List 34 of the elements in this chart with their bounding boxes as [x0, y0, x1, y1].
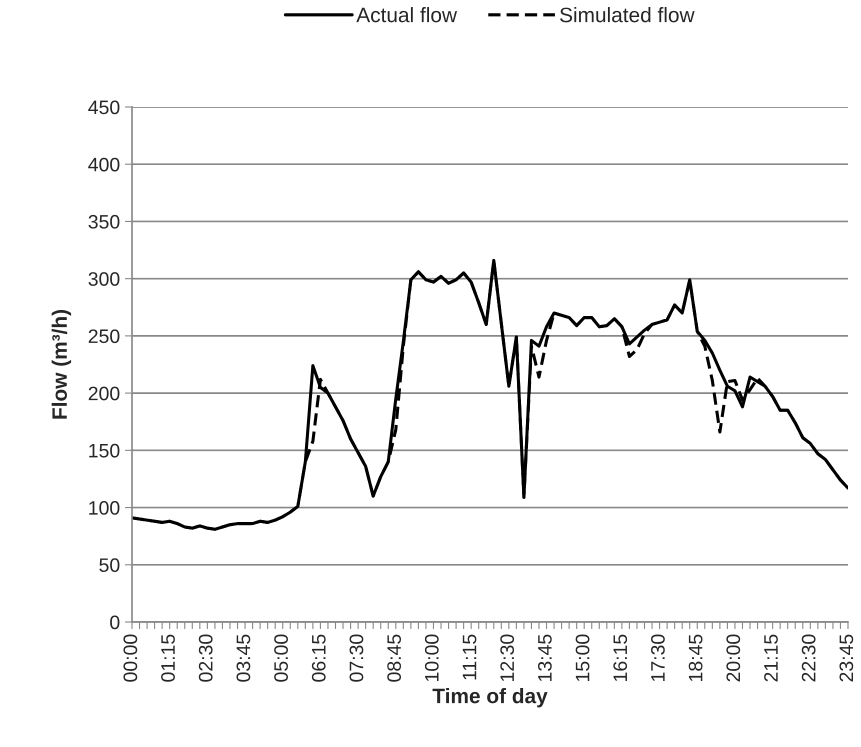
x-tick-label: 16:15 [613, 634, 628, 681]
x-tick-label: 22:30 [802, 634, 816, 682]
y-tick-label: 450 [88, 100, 120, 114]
x-tick-label: 05:00 [274, 634, 288, 682]
x-tick-label: 18:45 [688, 634, 702, 681]
x-tick-label: 01:15 [161, 634, 175, 682]
x-tick-label: 07:30 [350, 634, 364, 682]
x-tick-label: 11:15 [462, 634, 476, 680]
x-tick-label: 23:45 [839, 634, 854, 682]
x-axis-title: Time of day [432, 688, 548, 708]
x-tick-label: 00:00 [123, 634, 138, 682]
y-tick-label: 100 [89, 501, 120, 515]
y-tick-label: 200 [88, 386, 120, 400]
y-tick-label: 250 [88, 329, 120, 344]
y-axis-title: Flow (m³/h) [52, 310, 72, 419]
x-tick-label: 06:15 [312, 634, 326, 682]
y-tick-label: 0 [110, 615, 120, 630]
y-tick-label: 150 [89, 444, 120, 458]
x-tick-label: 15:00 [576, 634, 590, 681]
y-tick-label: 300 [88, 272, 120, 286]
x-tick-label: 12:30 [500, 634, 514, 681]
x-tick-label: 13:45 [538, 634, 552, 681]
x-tick-label: 08:45 [387, 634, 402, 682]
y-tick-label: 400 [88, 158, 120, 172]
x-tick-label: 20:00 [726, 634, 740, 682]
x-tick-label: 03:45 [236, 634, 250, 682]
x-tick-label: 10:00 [424, 634, 439, 681]
legend-label: Actual flow [356, 7, 458, 22]
y-tick-label: 50 [99, 558, 120, 572]
x-tick-label: 17:30 [651, 634, 665, 681]
x-tick-label: 21:15 [764, 634, 778, 682]
y-tick-label: 350 [88, 214, 120, 229]
legend-label: Simulated flow [560, 7, 695, 22]
x-tick-label: 02:30 [198, 634, 213, 682]
